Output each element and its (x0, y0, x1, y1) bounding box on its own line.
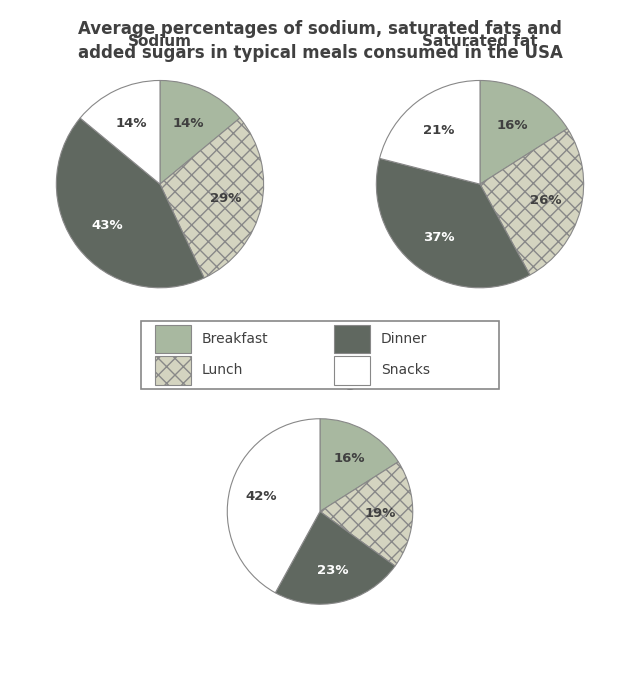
Text: Dinner: Dinner (381, 332, 428, 346)
Title: Added sugar: Added sugar (266, 375, 374, 390)
Text: Snacks: Snacks (381, 364, 430, 377)
Title: Sodium: Sodium (128, 34, 192, 49)
Text: 14%: 14% (116, 117, 147, 130)
Text: 26%: 26% (529, 194, 561, 207)
Title: Saturated fat: Saturated fat (422, 34, 538, 49)
FancyBboxPatch shape (155, 325, 191, 353)
FancyBboxPatch shape (334, 356, 370, 385)
FancyBboxPatch shape (141, 321, 499, 389)
Wedge shape (480, 129, 584, 275)
Text: 16%: 16% (333, 452, 365, 465)
Text: Breakfast: Breakfast (202, 332, 268, 346)
Text: 21%: 21% (423, 124, 454, 137)
Text: 42%: 42% (246, 490, 277, 503)
Wedge shape (376, 158, 530, 288)
Text: 14%: 14% (173, 117, 204, 130)
Text: 43%: 43% (91, 219, 123, 232)
Wedge shape (227, 419, 320, 593)
Text: 19%: 19% (365, 507, 396, 520)
FancyBboxPatch shape (155, 356, 191, 385)
FancyBboxPatch shape (334, 325, 370, 353)
Wedge shape (56, 118, 204, 288)
Wedge shape (160, 118, 264, 278)
Text: 37%: 37% (423, 231, 454, 244)
Wedge shape (380, 80, 480, 184)
Wedge shape (320, 462, 413, 566)
Text: Average percentages of sodium, saturated fats and
added sugars in typical meals : Average percentages of sodium, saturated… (77, 20, 563, 62)
Wedge shape (275, 512, 395, 604)
Text: 29%: 29% (210, 192, 241, 205)
Wedge shape (480, 80, 568, 184)
Wedge shape (80, 80, 160, 184)
Text: 23%: 23% (317, 564, 349, 577)
Text: Lunch: Lunch (202, 364, 243, 377)
Text: 16%: 16% (497, 119, 528, 132)
Wedge shape (320, 419, 398, 512)
Wedge shape (160, 80, 240, 184)
